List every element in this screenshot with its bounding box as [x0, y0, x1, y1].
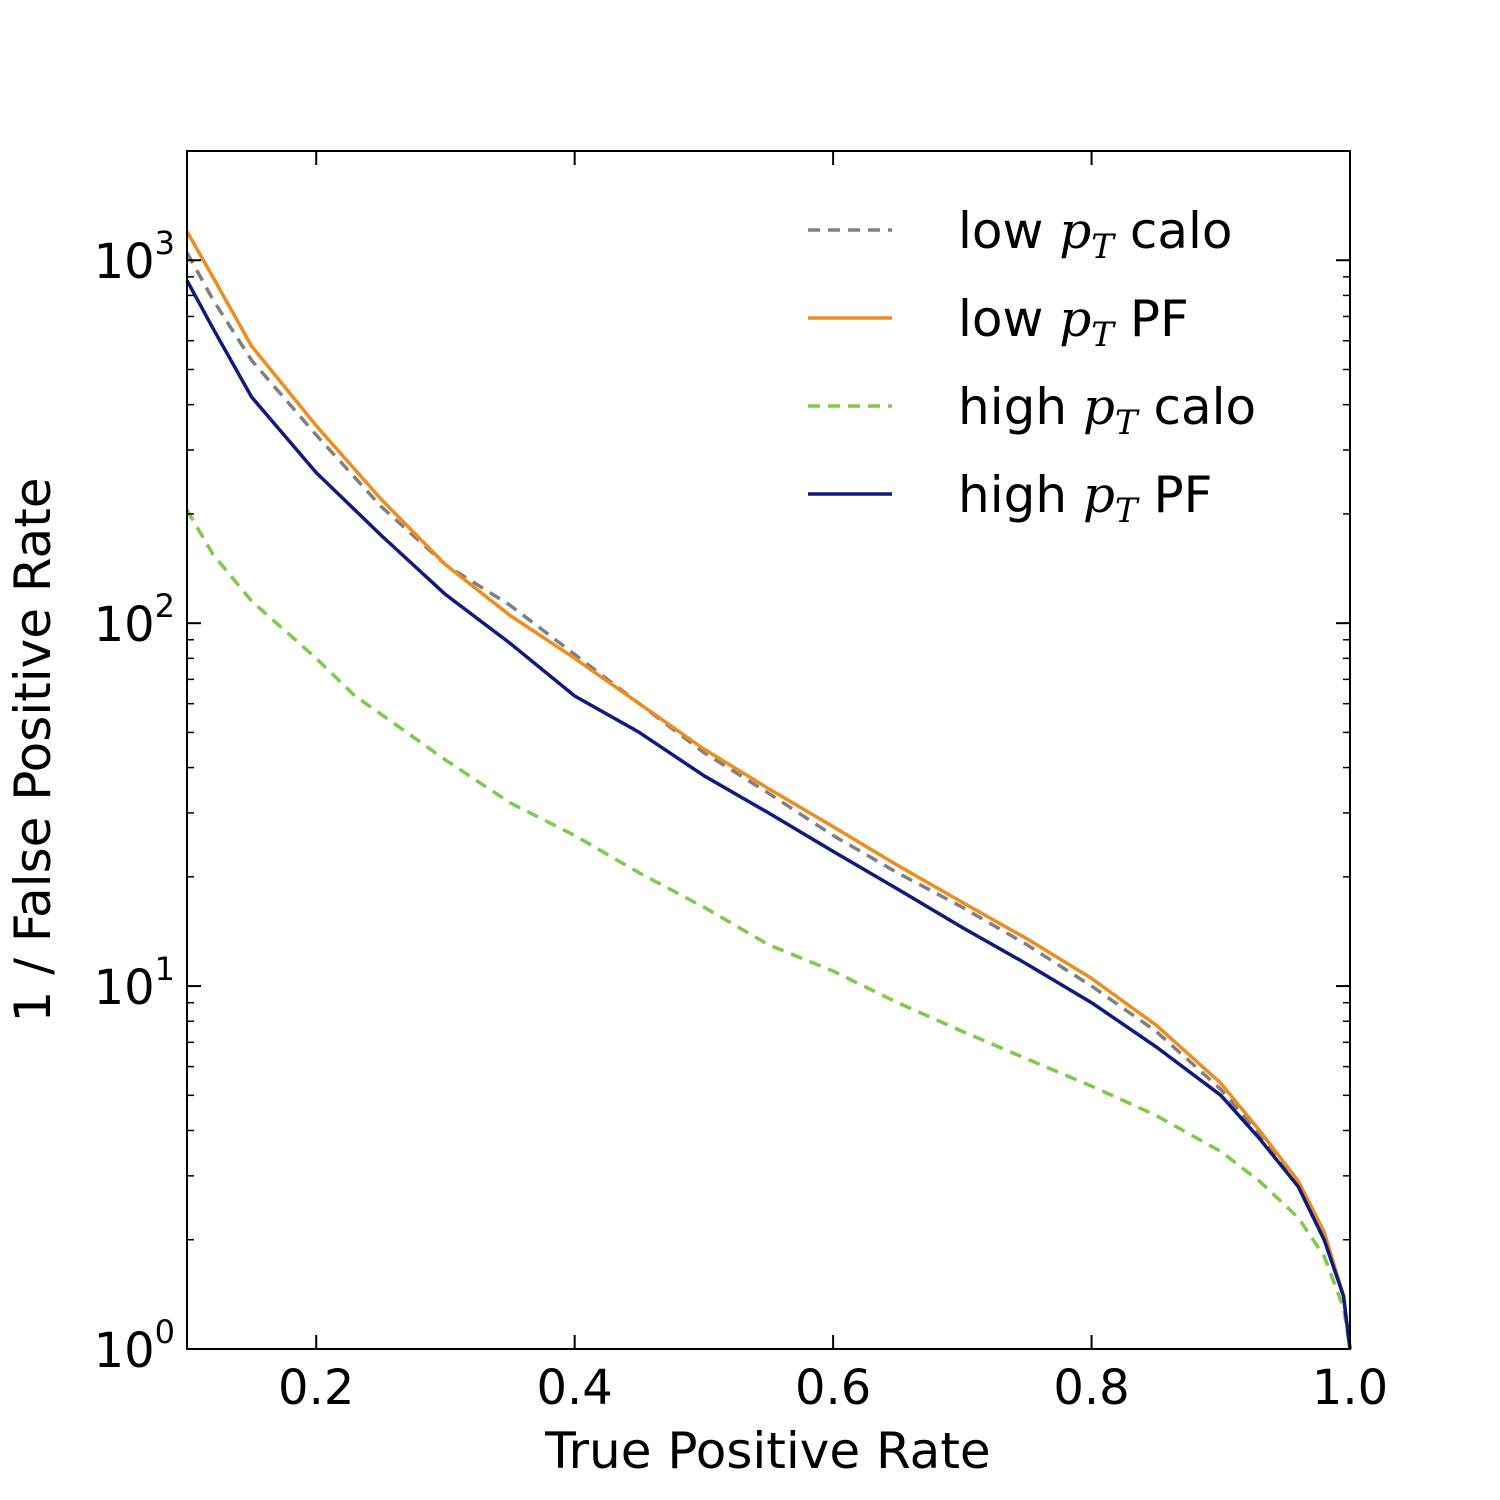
- legend-label-prefix: high: [958, 378, 1083, 436]
- legend-label-sub: T: [1091, 315, 1116, 355]
- y-tick-base: 10: [94, 597, 155, 653]
- y-tick-exp: 1: [155, 950, 175, 988]
- legend-label-math: p: [1059, 202, 1091, 260]
- y-axis-title: 1 / False Positive Rate: [4, 477, 62, 1022]
- x-tick-label: 0.2: [278, 1360, 354, 1416]
- y-tick-label: 102: [94, 587, 175, 653]
- legend-label-suffix: calo: [1114, 202, 1233, 260]
- legend-label-suffix: PF: [1114, 290, 1189, 348]
- x-tick-label: 0.6: [795, 1360, 871, 1416]
- legend-label-math: p: [1083, 466, 1115, 524]
- legend-label: high pT PF: [958, 466, 1212, 531]
- legend-label-prefix: low: [958, 202, 1059, 260]
- legend-label-suffix: calo: [1138, 378, 1257, 436]
- x-axis-title: True Positive Rate: [544, 1422, 990, 1480]
- legend-label: low pT PF: [958, 290, 1189, 355]
- legend-label-suffix: PF: [1138, 466, 1213, 524]
- series-line-low-pt-pf: [185, 230, 1352, 1350]
- legend-label-math: p: [1059, 290, 1091, 348]
- legend-label-math: p: [1083, 378, 1115, 436]
- y-tick-exp: 2: [155, 587, 175, 625]
- series-layer: [185, 230, 1352, 1350]
- series-line-high-pt-pf: [185, 279, 1352, 1350]
- y-tick-label: 101: [94, 950, 175, 1016]
- legend-label-prefix: high: [958, 466, 1083, 524]
- legend-label: high pT calo: [958, 378, 1256, 443]
- legend-label-sub: T: [1115, 491, 1140, 531]
- y-tick-exp: 3: [155, 224, 175, 262]
- x-tick-label: 0.8: [1053, 1360, 1129, 1416]
- series-line-high-pt-calo: [185, 509, 1352, 1350]
- x-tick-label: 1.0: [1312, 1360, 1388, 1416]
- y-tick-exp: 0: [155, 1313, 175, 1351]
- y-tick-base: 10: [94, 234, 155, 290]
- legend-label-prefix: low: [958, 290, 1059, 348]
- x-tick-label: 0.4: [536, 1360, 612, 1416]
- y-tick-label: 103: [94, 224, 175, 290]
- y-tick-base: 10: [94, 960, 155, 1016]
- y-tick-label: 100: [94, 1313, 175, 1379]
- plot-frame: [186, 150, 1351, 1350]
- y-tick-base: 10: [94, 1323, 155, 1379]
- legend-label-sub: T: [1091, 227, 1116, 267]
- legend-label-sub: T: [1115, 403, 1140, 443]
- legend-label: low pT calo: [958, 202, 1233, 267]
